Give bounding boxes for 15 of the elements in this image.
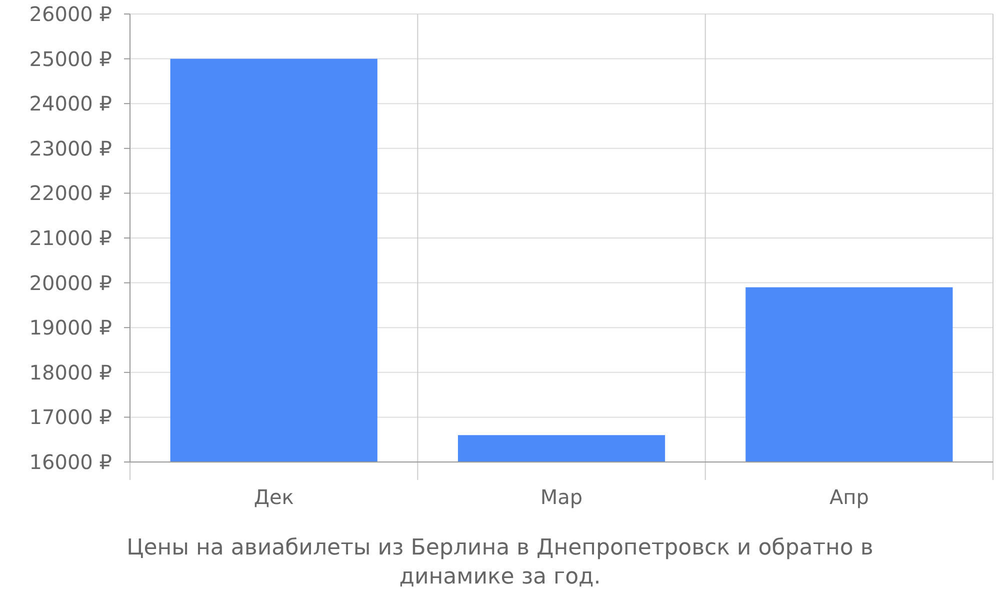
y-tick-label: 19000 ₽ — [29, 316, 112, 340]
y-tick-label: 25000 ₽ — [29, 46, 112, 71]
y-tick-label: 21000 ₽ — [29, 226, 112, 250]
y-tick-label: 18000 ₽ — [29, 360, 112, 384]
x-tick-label: Апр — [829, 485, 869, 509]
y-tick-label: 26000 ₽ — [29, 2, 112, 26]
y-tick-label: 20000 ₽ — [29, 270, 112, 295]
text: Цены на авиабилеты из Берлина в Днепропетровск и обратно в динамике за год. — [126, 536, 874, 590]
y-tick-label: 22000 ₽ — [29, 181, 112, 206]
y-tick-label: 24000 ₽ — [29, 92, 112, 116]
x-tick-label: Мар — [540, 485, 583, 509]
y-tick-label: 16000 ₽ — [29, 450, 112, 474]
y-tick-label: 17000 ₽ — [29, 405, 112, 430]
x-tick-label: Дек — [254, 485, 294, 509]
y-tick-label: 23000 ₽ — [29, 136, 112, 160]
